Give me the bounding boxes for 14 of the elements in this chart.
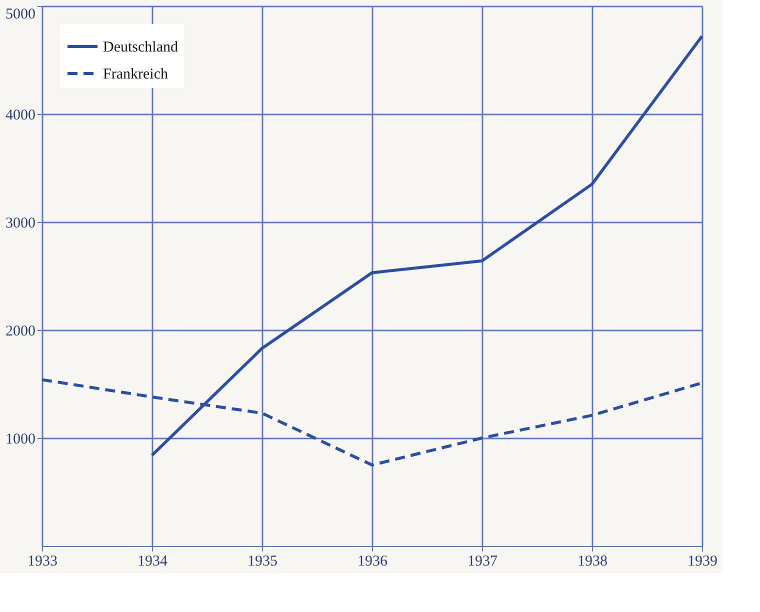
x-tick-label: 1936 xyxy=(358,554,388,570)
legend-label: Frankreich xyxy=(103,66,168,82)
y-tick-label: 2000 xyxy=(6,324,36,340)
x-tick-label: 1939 xyxy=(688,554,718,570)
x-tick-label: 1934 xyxy=(138,554,168,570)
x-tick-label: 1933 xyxy=(28,554,58,570)
x-tick-label: 1938 xyxy=(578,554,608,570)
y-tick-label: 3000 xyxy=(6,216,36,232)
y-tick-label: 1000 xyxy=(6,432,36,448)
y-tick-label: 4000 xyxy=(6,108,36,124)
x-tick-label: 1935 xyxy=(248,554,278,570)
y-tick-label: 5000 xyxy=(6,6,36,22)
legend-label: Deutschland xyxy=(103,40,178,56)
x-tick-label: 1937 xyxy=(468,554,498,570)
